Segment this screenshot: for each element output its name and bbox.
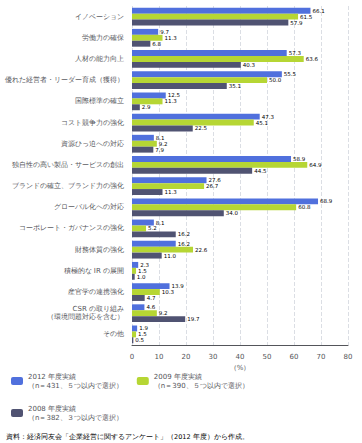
svg-text:1.9: 1.9: [139, 325, 148, 332]
svg-text:16.2: 16.2: [178, 241, 190, 247]
svg-text:60.8: 60.8: [298, 204, 311, 210]
svg-text:国際標準の確立: 国際標準の確立: [75, 97, 124, 105]
svg-text:34.0: 34.0: [226, 210, 239, 216]
svg-text:55.5: 55.5: [284, 71, 297, 77]
svg-text:11.3: 11.3: [165, 98, 178, 104]
svg-text:10.3: 10.3: [162, 289, 175, 295]
svg-text:11.3: 11.3: [165, 189, 178, 195]
svg-text:30: 30: [209, 353, 218, 361]
svg-text:47.3: 47.3: [261, 113, 274, 120]
svg-text:50: 50: [263, 353, 272, 361]
svg-text:財務体質の強化: 財務体質の強化: [75, 246, 124, 254]
svg-text:人材の能力向上: 人材の能力向上: [75, 55, 124, 63]
svg-text:5.2: 5.2: [148, 225, 157, 231]
svg-text:68.9: 68.9: [320, 198, 333, 204]
svg-text:9.2: 9.2: [159, 310, 168, 316]
svg-text:44.5: 44.5: [254, 168, 267, 174]
svg-text:コーポレート・ガバナンスの強化: コーポレート・ガバナンスの強化: [19, 224, 124, 232]
svg-text:2009 年度実績: 2009 年度実績: [154, 373, 202, 381]
svg-text:50.0: 50.0: [269, 77, 282, 83]
svg-text:2.9: 2.9: [142, 104, 151, 110]
svg-text:0: 0: [130, 353, 134, 361]
svg-text:資源ひっ迫への対応: 資源ひっ迫への対応: [61, 140, 124, 148]
svg-text:4.6: 4.6: [146, 304, 155, 310]
svg-text:資料：経済同友会「企業経営に関するアンケート」（2012 年: 資料：経済同友会「企業経営に関するアンケート」（2012 年度）から作成。: [6, 433, 249, 441]
svg-text:（n＝382、３つ以内で選択）: （n＝382、３つ以内で選択）: [28, 414, 123, 422]
svg-text:19.7: 19.7: [187, 316, 200, 322]
svg-text:（n＝390、５つ以内で選択）: （n＝390、５つ以内で選択）: [154, 382, 249, 390]
svg-text:61.5: 61.5: [300, 13, 313, 20]
svg-text:12.5: 12.5: [167, 92, 180, 99]
svg-text:13.9: 13.9: [171, 283, 184, 290]
svg-text:16.2: 16.2: [178, 231, 190, 237]
svg-text:64.9: 64.9: [309, 162, 322, 168]
svg-text:66.1: 66.1: [312, 8, 324, 14]
svg-text:2012 年度実績: 2012 年度実績: [28, 373, 76, 381]
svg-text:独自性の高い製品・サービスの創出: 独自性の高い製品・サービスの創出: [12, 161, 124, 169]
svg-text:CSR の取り組み: CSR の取り組み: [73, 305, 124, 313]
svg-text:1.5: 1.5: [138, 331, 147, 338]
svg-text:8.1: 8.1: [156, 220, 165, 226]
svg-text:22.6: 22.6: [195, 247, 208, 253]
svg-text:10: 10: [155, 353, 164, 361]
svg-text:9.2: 9.2: [158, 140, 168, 147]
svg-text:4.7: 4.7: [147, 295, 156, 301]
svg-text:ブランドの確立、ブランド力の強化: ブランドの確立、ブランド力の強化: [12, 182, 124, 190]
svg-text:40: 40: [236, 353, 245, 361]
svg-text:26.7: 26.7: [206, 183, 219, 189]
svg-text:40.3: 40.3: [243, 62, 256, 68]
svg-text:0.5: 0.5: [135, 337, 144, 343]
svg-text:7.9: 7.9: [155, 147, 164, 153]
svg-text:8.1: 8.1: [155, 134, 165, 141]
svg-text:80: 80: [344, 353, 353, 361]
svg-text:2008 年度実績: 2008 年度実績: [28, 405, 76, 413]
svg-text:11.3: 11.3: [165, 35, 178, 41]
svg-text:（n＝431、５つ以内で選択）: （n＝431、５つ以内で選択）: [28, 382, 123, 390]
svg-text:11.0: 11.0: [164, 253, 177, 259]
svg-text:57.3: 57.3: [289, 50, 302, 56]
svg-text:70: 70: [317, 353, 326, 361]
svg-text:労働力の確保: 労働力の確保: [82, 34, 124, 42]
svg-text:産官学の連携強化: 産官学の連携強化: [68, 288, 124, 296]
svg-text:58.9: 58.9: [293, 156, 306, 162]
svg-text:（環境問題対応を含む）: （環境問題対応を含む）: [47, 313, 124, 321]
svg-text:22.5: 22.5: [195, 125, 208, 131]
svg-text:（%）: （%）: [230, 364, 251, 372]
svg-text:積極的な IR の展開: 積極的な IR の展開: [64, 267, 124, 275]
svg-text:45.1: 45.1: [256, 120, 268, 126]
svg-text:63.6: 63.6: [306, 56, 319, 62]
svg-text:グローバル化への対応: グローバル化への対応: [54, 203, 124, 211]
svg-text:20: 20: [182, 353, 191, 361]
svg-text:1.5: 1.5: [138, 267, 147, 274]
svg-text:60: 60: [290, 353, 299, 361]
svg-text:6.8: 6.8: [152, 41, 161, 47]
svg-text:27.6: 27.6: [208, 177, 221, 184]
svg-text:2.3: 2.3: [140, 261, 149, 268]
svg-text:57.9: 57.9: [290, 20, 303, 26]
svg-text:イノベーション: イノベーション: [75, 13, 124, 21]
svg-text:優れた経営者・リーダー育成（獲得）: 優れた経営者・リーダー育成（獲得）: [5, 75, 124, 84]
svg-text:コスト競争力の強化: コスト競争力の強化: [61, 119, 124, 127]
svg-text:その他: その他: [103, 330, 124, 338]
svg-text:9.7: 9.7: [160, 28, 169, 35]
svg-text:35.1: 35.1: [229, 83, 241, 89]
svg-text:1.0: 1.0: [137, 274, 146, 280]
